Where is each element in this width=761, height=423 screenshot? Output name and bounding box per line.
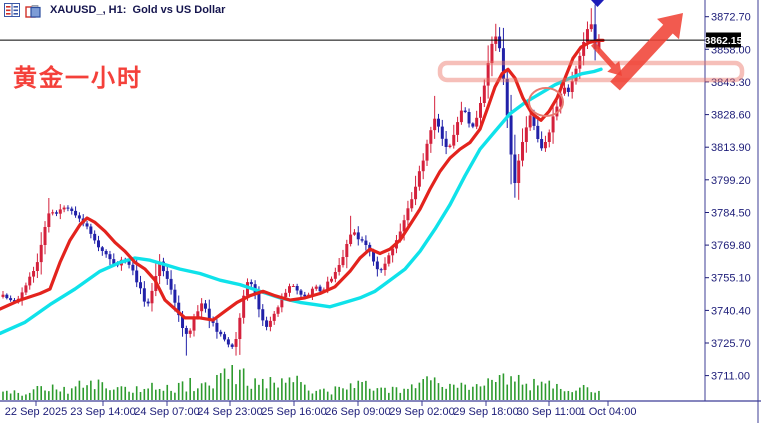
- svg-text:3769.80: 3769.80: [711, 240, 751, 252]
- chart-title: XAUUSD_, H1: Gold vs US Dollar: [50, 4, 226, 16]
- rally-arrow[interactable]: [610, 13, 683, 91]
- sell-signal-marker-icon[interactable]: [591, 0, 604, 7]
- svg-text:23 Sep 14:00: 23 Sep 14:00: [70, 406, 135, 418]
- current-price-badge: 3862.15: [705, 32, 743, 48]
- svg-text:26 Sep 09:00: 26 Sep 09:00: [325, 406, 390, 418]
- svg-text:3740.40: 3740.40: [711, 305, 751, 317]
- svg-text:29 Sep 02:00: 29 Sep 02:00: [389, 406, 454, 418]
- svg-text:25 Sep 16:00: 25 Sep 16:00: [261, 406, 326, 418]
- chart-windows-icon[interactable]: [25, 3, 42, 18]
- chart-titlebar: XAUUSD_, H1: Gold vs US Dollar: [0, 0, 225, 20]
- svg-text:3799.20: 3799.20: [711, 175, 751, 187]
- svg-text:3828.60: 3828.60: [711, 110, 751, 122]
- svg-text:1 Oct 04:00: 1 Oct 04:00: [580, 406, 637, 418]
- highlight-circle[interactable]: [528, 87, 564, 117]
- svg-text:3711.00: 3711.00: [711, 371, 750, 383]
- svg-text:3813.90: 3813.90: [711, 142, 751, 154]
- resistance-zone-box[interactable]: [437, 60, 745, 83]
- svg-text:3872.70: 3872.70: [711, 12, 751, 24]
- volume-bars: [2, 365, 600, 400]
- svg-text:30 Sep 11:00: 30 Sep 11:00: [517, 406, 582, 418]
- svg-text:22 Sep 2025: 22 Sep 2025: [5, 406, 67, 418]
- svg-text:29 Sep 18:00: 29 Sep 18:00: [453, 406, 518, 418]
- annotation-text-label[interactable]: 黄金一小时: [13, 65, 143, 92]
- svg-text:24 Sep 23:00: 24 Sep 23:00: [197, 406, 262, 418]
- svg-text:3755.10: 3755.10: [711, 273, 751, 285]
- svg-text:24 Sep 07:00: 24 Sep 07:00: [134, 406, 199, 418]
- svg-text:3862.15: 3862.15: [705, 35, 743, 47]
- svg-text:3725.70: 3725.70: [711, 338, 751, 350]
- ma-fast-line: [0, 38, 605, 322]
- svg-text:3843.30: 3843.30: [711, 77, 751, 89]
- pullback-arrow[interactable]: [591, 42, 622, 76]
- svg-text:3784.50: 3784.50: [711, 208, 751, 220]
- price-axis[interactable]: 3872.703858.003843.303828.603813.903799.…: [704, 0, 759, 423]
- indicator-list-icon[interactable]: [4, 2, 21, 18]
